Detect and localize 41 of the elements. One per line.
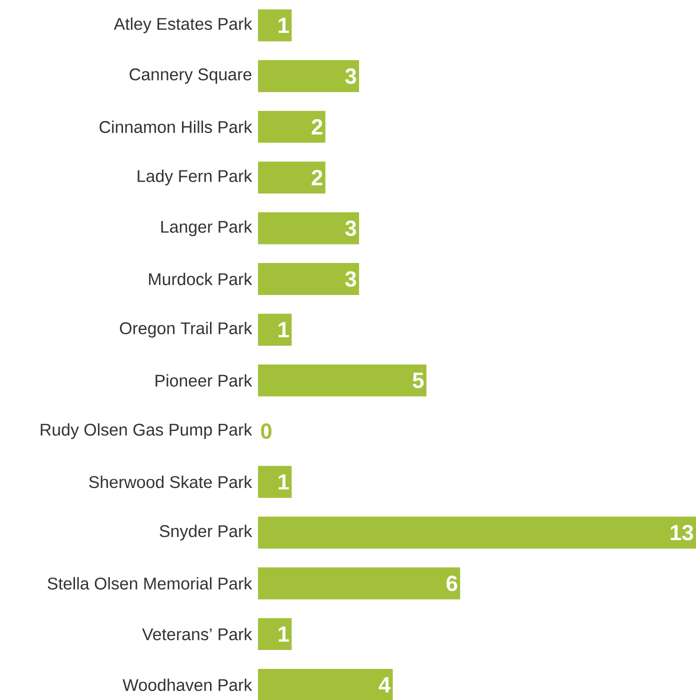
bar [258,263,360,295]
y-tick-label: Woodhaven Park [122,678,252,692]
data-label: 3 [345,271,356,287]
data-label: 1 [278,18,289,33]
y-tick-label: Lady Fern Park [138,170,252,186]
bar [258,212,360,244]
bar [258,618,292,650]
bar [258,60,360,92]
y-tick-label: Oregon Trail Park [120,322,252,338]
bar [258,567,460,600]
y-tick-label: Rudy Olsen Gas Pump Park [40,423,252,440]
bar [258,466,292,498]
bar [258,314,292,346]
y-tick-label: Snyder Park [160,524,252,541]
data-label: 2 [312,119,322,134]
y-tick-label: Murdock Park [149,272,252,286]
y-tick-label: Stella Olsen Memorial Park [48,577,252,590]
y-tick-label: Atley Estates Park [114,17,252,34]
y-tick-label: Cannery Square [130,68,252,84]
data-label: 6 [446,576,458,592]
bar [258,364,426,396]
data-label: 4 [378,677,390,692]
bar [258,9,292,42]
data-label: 1 [278,474,289,490]
data-label: 1 [278,626,289,642]
y-tick-label: Langer Park [161,220,252,236]
bar [258,162,326,194]
y-tick-label: Veterans’ Park [142,628,252,640]
y-tick-label: Cinnamon Hills Park [100,120,252,134]
y-tick-label: Pioneer Park [156,374,252,387]
bar [258,110,326,143]
y-tick-label: Sherwood Skate Park [89,476,252,488]
data-label: 2 [312,170,322,186]
data-label: 0 [261,423,272,439]
bar [258,516,696,549]
data-label: 1 [278,322,289,338]
data-label: 13 [670,524,694,540]
data-label: 5 [412,372,424,388]
data-label: 3 [345,68,356,84]
bar [258,668,393,700]
data-label: 3 [345,220,356,236]
